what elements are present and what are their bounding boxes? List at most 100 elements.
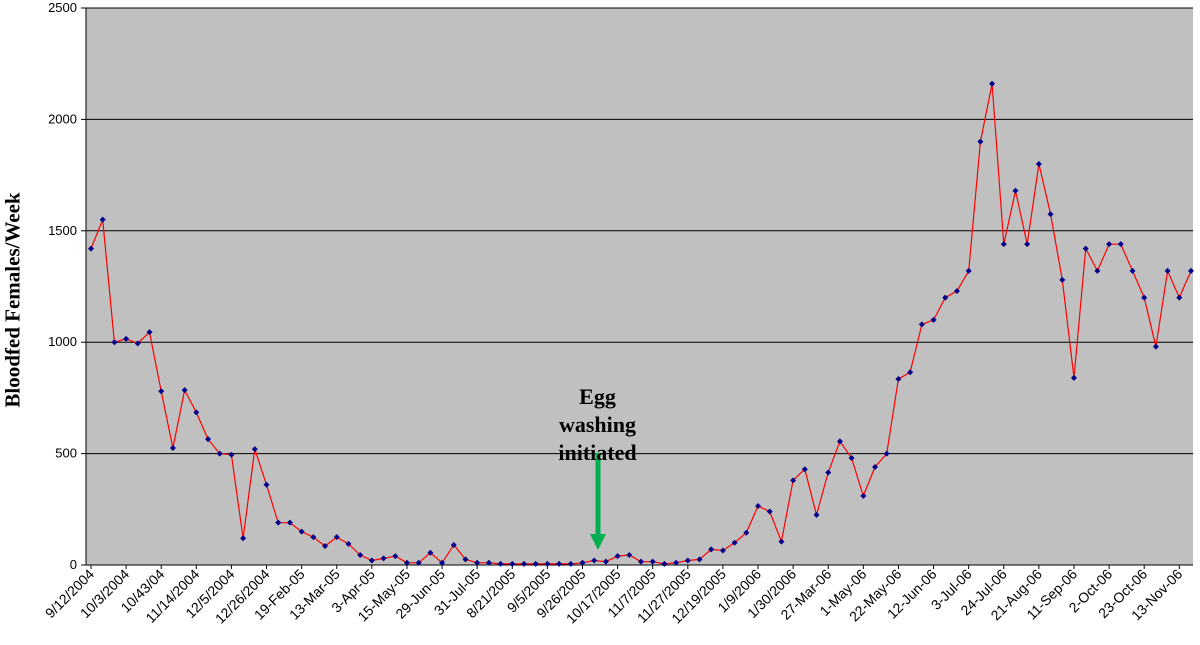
- data-point: [146, 329, 153, 336]
- data-point: [497, 560, 504, 567]
- y-tick-label: 0: [70, 557, 77, 572]
- y-tick-label: 1000: [48, 334, 77, 349]
- data-point: [240, 535, 247, 542]
- data-point: [895, 375, 902, 382]
- data-point: [626, 551, 633, 558]
- data-point: [415, 559, 422, 566]
- data-point: [123, 335, 130, 342]
- data-point: [181, 387, 188, 394]
- data-point: [275, 519, 282, 526]
- data-point: [1164, 267, 1171, 274]
- y-tick-label: 500: [55, 446, 77, 461]
- data-point: [439, 559, 446, 566]
- data-point: [310, 534, 317, 541]
- y-tick-label: 1500: [48, 223, 77, 238]
- data-point: [684, 557, 691, 564]
- data-point: [1188, 267, 1194, 274]
- data-point: [989, 80, 996, 87]
- data-point: [520, 560, 527, 567]
- data-point: [1059, 276, 1066, 283]
- data-point: [907, 369, 914, 376]
- data-point: [1176, 294, 1183, 301]
- data-point: [111, 339, 118, 346]
- data-point: [380, 555, 387, 562]
- data-point: [778, 538, 785, 545]
- data-point: [193, 409, 200, 416]
- data-point: [649, 558, 656, 565]
- data-point: [99, 216, 106, 223]
- data-point: [1152, 343, 1159, 350]
- data-point: [556, 560, 563, 567]
- data-point: [719, 547, 726, 554]
- data-point: [427, 549, 434, 556]
- annotation-line2: initiated: [558, 440, 637, 465]
- data-point: [251, 446, 258, 453]
- data-point: [1106, 241, 1113, 248]
- y-tick-label: 2500: [48, 0, 77, 15]
- data-point: [790, 477, 797, 484]
- data-point: [942, 294, 949, 301]
- data-point: [169, 445, 176, 452]
- data-point: [801, 466, 808, 473]
- data-point: [1117, 241, 1124, 248]
- data-point: [322, 543, 329, 550]
- data-point: [567, 560, 574, 567]
- data-point: [953, 287, 960, 294]
- data-point: [731, 539, 738, 546]
- data-point: [216, 450, 223, 457]
- data-point: [965, 267, 972, 274]
- data-point: [1000, 241, 1007, 248]
- data-point: [708, 546, 715, 553]
- data-point: [602, 558, 609, 565]
- data-point: [357, 551, 364, 558]
- data-point: [918, 321, 925, 328]
- data-point: [766, 508, 773, 515]
- data-point: [696, 556, 703, 563]
- data-point: [1082, 245, 1089, 252]
- data-point: [345, 540, 352, 547]
- data-point: [848, 455, 855, 462]
- data-point: [403, 559, 410, 566]
- data-point: [1129, 267, 1136, 274]
- annotation-arrow: [590, 453, 606, 550]
- data-point: [263, 481, 270, 488]
- data-point: [883, 450, 890, 457]
- data-point: [1070, 374, 1077, 381]
- data-point: [158, 388, 165, 395]
- data-point: [392, 553, 399, 560]
- data-point: [930, 316, 937, 323]
- data-point: [743, 529, 750, 536]
- data-point: [836, 438, 843, 445]
- data-point: [1012, 187, 1019, 194]
- data-point: [474, 559, 481, 566]
- data-point: [1141, 294, 1148, 301]
- data-point: [228, 451, 235, 458]
- data-point: [462, 556, 469, 563]
- data-point: [532, 560, 539, 567]
- data-point: [614, 553, 621, 560]
- data-point: [860, 492, 867, 499]
- y-axis-label: Bloodfed Females/Week: [0, 192, 25, 408]
- data-point: [1047, 211, 1054, 218]
- data-point: [509, 560, 516, 567]
- data-point: [673, 559, 680, 566]
- data-point: [298, 528, 305, 535]
- y-tick-label: 2000: [48, 111, 77, 126]
- data-point: [134, 340, 141, 347]
- data-point: [591, 557, 598, 564]
- data-point: [579, 559, 586, 566]
- data-point: [638, 558, 644, 565]
- data-point: [485, 559, 492, 566]
- data-point: [825, 469, 832, 476]
- data-point: [977, 138, 984, 145]
- data-point: [813, 511, 820, 518]
- data-point: [872, 463, 879, 470]
- data-point: [544, 560, 551, 567]
- data-point: [450, 541, 457, 548]
- data-point: [333, 534, 340, 541]
- annotation-line1: Egg washing: [558, 384, 637, 437]
- data-point: [205, 436, 212, 443]
- data-point: [755, 502, 762, 509]
- annotation-text: Egg washing initiated: [540, 383, 655, 467]
